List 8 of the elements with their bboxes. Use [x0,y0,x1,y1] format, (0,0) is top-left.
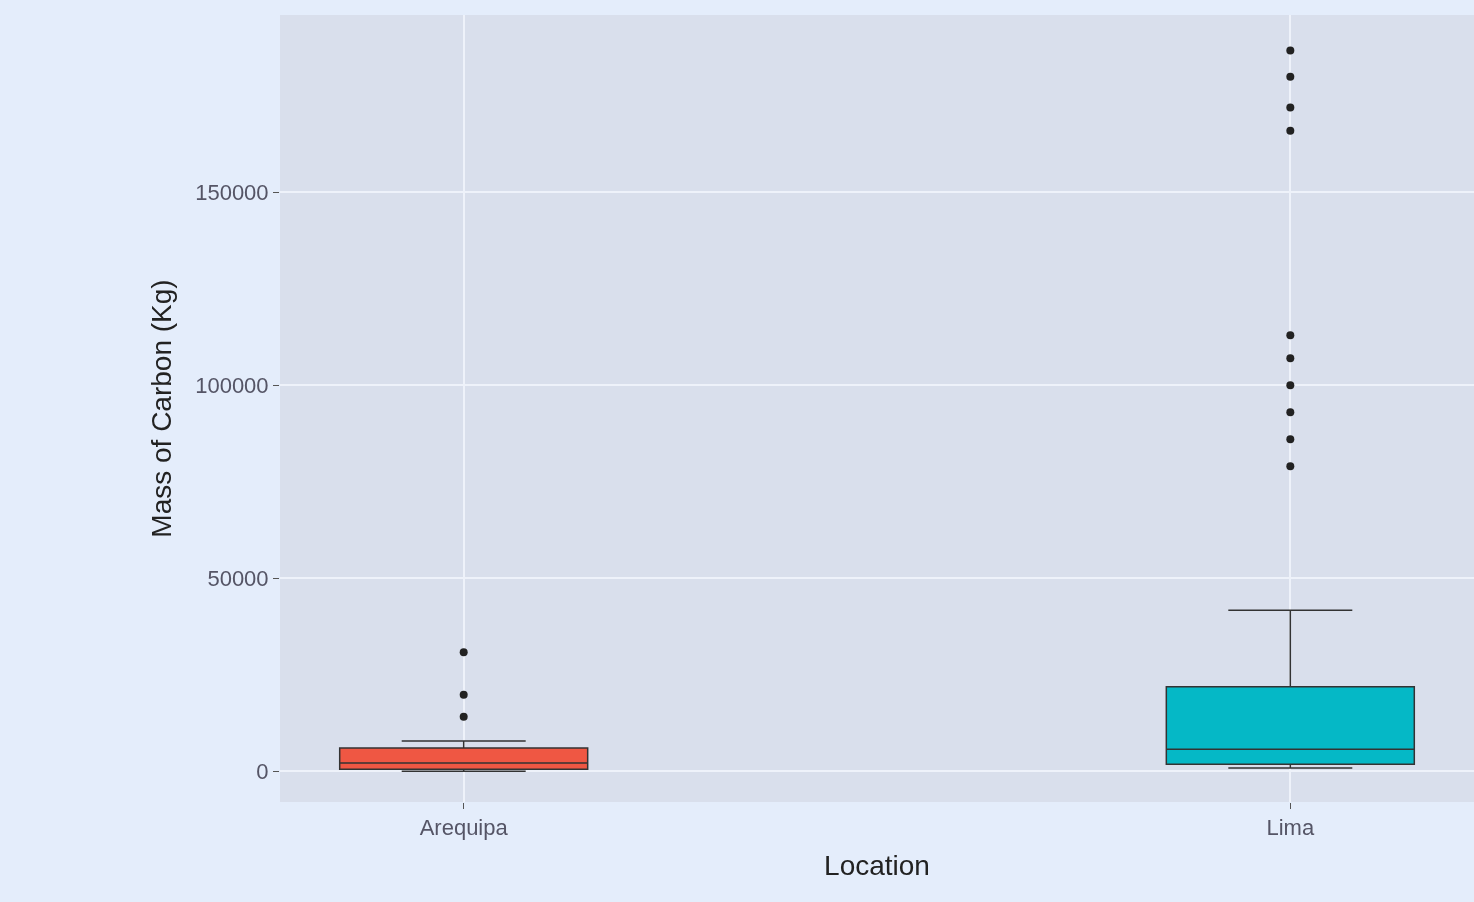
y-tick-label: 150000 [195,180,269,206]
x-axis-title: Location [824,849,930,881]
y-tick-label: 100000 [195,373,269,399]
x-tick-label: Lima [1266,815,1315,841]
y-axis-title: Mass of Carbon (Kg) [145,279,177,538]
y-tick-label: 0 [256,758,269,784]
x-tick-label: Arequipa [419,815,509,841]
y-tick-label: 50000 [207,565,269,591]
